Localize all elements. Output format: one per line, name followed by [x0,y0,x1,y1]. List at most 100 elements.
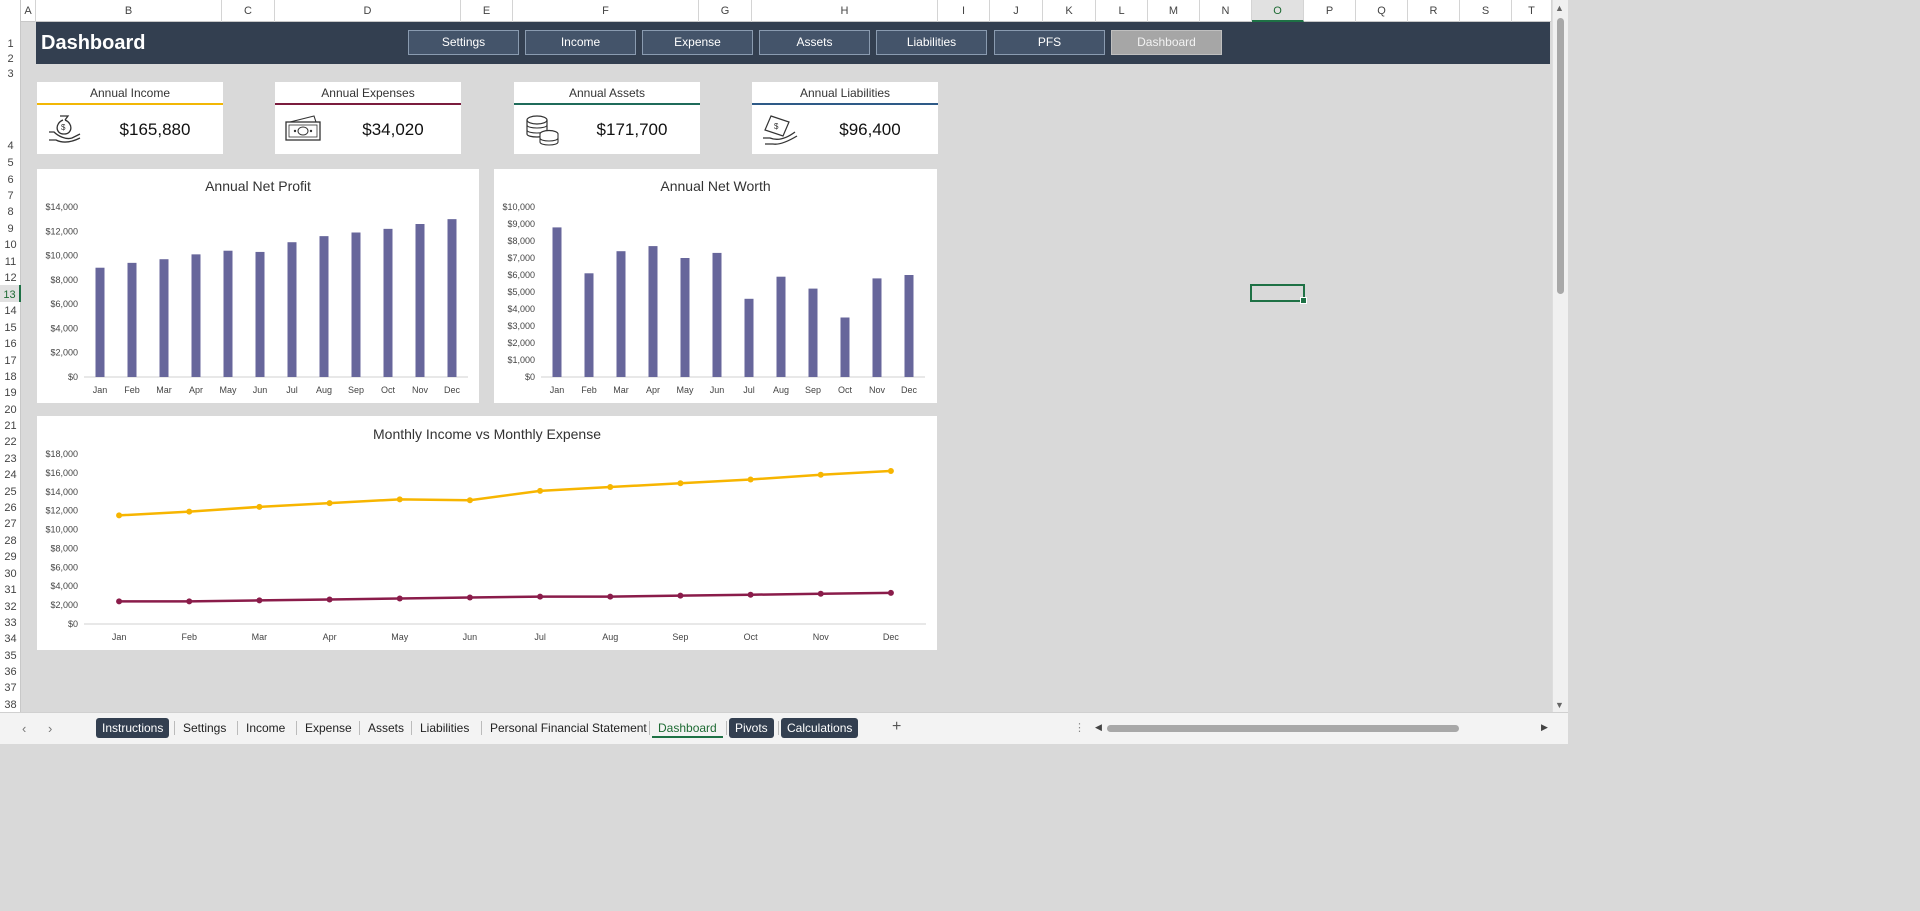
row-header-22[interactable]: 22 [4,436,17,448]
series-0-point-aug[interactable] [607,484,614,491]
row-header-20[interactable]: 20 [4,404,17,416]
row-header-3[interactable]: 3 [7,68,14,80]
bar-may[interactable] [223,250,233,377]
nav-button-dashboard[interactable]: Dashboard [1111,30,1222,55]
bar-jun[interactable] [255,251,265,377]
bar-feb[interactable] [584,273,594,377]
series-1-point-aug[interactable] [607,593,614,600]
row-header-36[interactable]: 36 [4,666,17,678]
row-header-15[interactable]: 15 [4,322,17,334]
bar-mar[interactable] [616,251,626,377]
row-header-9[interactable]: 9 [7,223,14,235]
series-0-point-apr[interactable] [326,500,333,507]
series-1-point-apr[interactable] [326,596,333,603]
bar-jul[interactable] [744,298,754,377]
scroll-up-arrow-icon[interactable]: ▲ [1555,3,1564,13]
row-header-24[interactable]: 24 [4,469,17,481]
row-header-21[interactable]: 21 [4,420,17,432]
bar-feb[interactable] [127,262,137,377]
column-header-o[interactable]: O [1252,0,1304,22]
column-header-t[interactable]: T [1512,0,1552,22]
row-header-7[interactable]: 7 [7,190,14,202]
row-header-37[interactable]: 37 [4,682,17,694]
row-header-14[interactable]: 14 [4,305,17,317]
bar-apr[interactable] [648,246,658,377]
row-header-38[interactable]: 38 [4,699,17,711]
bar-apr[interactable] [191,254,201,377]
bar-sep[interactable] [351,232,361,378]
sheet-tab-liabilities[interactable]: Liabilities [420,721,470,735]
row-header-16[interactable]: 16 [4,338,17,350]
column-header-m[interactable]: M [1148,0,1200,22]
bar-nov[interactable] [872,278,882,377]
series-1-point-mar[interactable] [256,597,263,604]
series-0-point-oct[interactable] [747,476,754,483]
row-header-28[interactable]: 28 [4,535,17,547]
column-header-c[interactable]: C [222,0,275,22]
column-header-a[interactable]: A [21,0,36,22]
series-0-point-jan[interactable] [116,512,123,519]
sheet-tab-expense[interactable]: Expense [305,721,352,735]
column-header-p[interactable]: P [1304,0,1356,22]
row-header-10[interactable]: 10 [4,239,17,251]
row-header-12[interactable]: 12 [4,272,17,284]
series-0-point-sep[interactable] [677,480,684,487]
bar-jan[interactable] [552,227,562,377]
row-header-6[interactable]: 6 [7,174,14,186]
series-0-point-nov[interactable] [817,471,824,478]
column-header-g[interactable]: G [699,0,752,22]
row-header-2[interactable]: 2 [7,53,14,65]
series-0-point-mar[interactable] [256,503,263,510]
vertical-scroll-thumb[interactable] [1557,18,1564,294]
horizontal-scroll-thumb[interactable] [1107,725,1459,732]
bar-dec[interactable] [904,275,914,377]
row-header-4[interactable]: 4 [7,140,14,152]
column-header-b[interactable]: B [36,0,222,22]
series-0-point-dec[interactable] [887,468,894,474]
row-header-31[interactable]: 31 [4,584,17,596]
row-header-33[interactable]: 33 [4,617,17,629]
column-header-e[interactable]: E [461,0,513,22]
series-1-point-may[interactable] [396,595,403,602]
column-header-j[interactable]: J [990,0,1043,22]
sheet-tab-instructions[interactable]: Instructions [96,718,170,738]
select-all-corner[interactable] [0,0,21,22]
sheet-tab-assets[interactable]: Assets [368,721,405,735]
nav-button-expense[interactable]: Expense [642,30,753,55]
scroll-left-arrow-icon[interactable]: ◀ [1095,722,1102,732]
scroll-right-arrow-icon[interactable]: ▶ [1541,722,1548,732]
bar-sep[interactable] [808,288,818,377]
column-header-s[interactable]: S [1460,0,1512,22]
net-profit-chart[interactable]: Annual Net Profit $0 $2,000 $4,000 $6,000 $8… [37,169,479,403]
row-header-23[interactable]: 23 [4,453,17,465]
bar-dec[interactable] [447,219,457,377]
nav-button-income[interactable]: Income [525,30,636,55]
column-header-q[interactable]: Q [1356,0,1408,22]
income-vs-expense-chart[interactable]: Monthly Income vs Monthly Expense $0 $2,0… [37,416,937,650]
tab-next-icon[interactable]: › [48,721,53,736]
series-0-point-may[interactable] [396,496,403,503]
row-header-17[interactable]: 17 [4,355,17,367]
nav-button-assets[interactable]: Assets [759,30,870,55]
sheet-tab-dashboard[interactable]: Dashboard [652,718,723,738]
series-1-point-dec[interactable] [887,589,894,596]
row-header-5[interactable]: 5 [7,157,14,169]
column-header-l[interactable]: L [1096,0,1148,22]
series-1-point-jul[interactable] [537,593,544,600]
row-header-13[interactable]: 13 [0,285,21,302]
scroll-down-arrow-icon[interactable]: ▼ [1555,700,1564,710]
bar-oct[interactable] [383,228,393,377]
row-header-27[interactable]: 27 [4,518,17,530]
tab-prev-icon[interactable]: ‹ [22,721,27,736]
nav-button-settings[interactable]: Settings [408,30,519,55]
nav-button-pfs[interactable]: PFS [994,30,1105,55]
tab-split-handle-icon[interactable]: ⋮ [1074,722,1085,734]
bar-jul[interactable] [287,242,297,377]
row-header-35[interactable]: 35 [4,650,17,662]
row-header-19[interactable]: 19 [4,387,17,399]
sheet-tab-income[interactable]: Income [246,721,286,735]
bar-jun[interactable] [712,252,722,377]
column-header-f[interactable]: F [513,0,699,22]
sheet-tab-calculations[interactable]: Calculations [781,718,859,738]
series-0-point-jul[interactable] [537,487,544,494]
